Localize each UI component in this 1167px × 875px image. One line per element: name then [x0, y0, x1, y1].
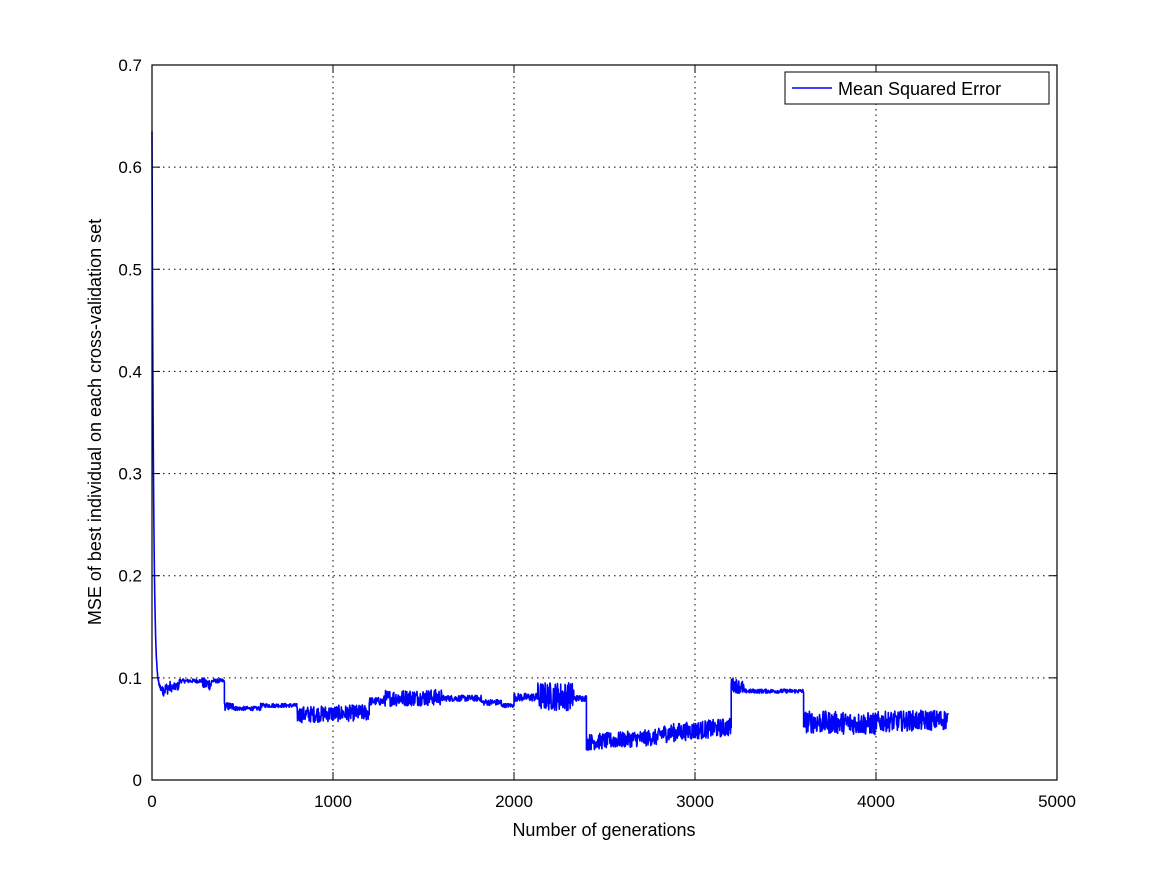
x-tick-label: 4000 — [857, 792, 895, 811]
legend: Mean Squared Error — [784, 71, 1050, 105]
series-layer — [151, 131, 950, 751]
y-tick-label: 0.6 — [118, 158, 142, 177]
series-line-mean-squared-error — [151, 131, 950, 751]
x-tick-label: 2000 — [495, 792, 533, 811]
tick-labels: 0 1000 2000 3000 4000 5000 0 0.1 0.2 0.3 0.4 0.5 0.6… — [118, 56, 1076, 811]
grid-lines — [152, 65, 1057, 780]
y-tick-label: 0.7 — [118, 56, 142, 75]
y-tick-label: 0.5 — [118, 260, 142, 279]
y-tick-label: 0.3 — [118, 465, 142, 484]
x-tick-label: 1000 — [314, 792, 352, 811]
plot-area — [152, 65, 1057, 780]
y-tick-label: 0.4 — [118, 362, 142, 381]
y-tick-label: 0.1 — [118, 669, 142, 688]
x-tick-label: 5000 — [1038, 792, 1076, 811]
y-tick-label: 0 — [133, 771, 142, 790]
legend-label-mean-squared-error: Mean Squared Error — [838, 79, 1001, 99]
x-axis-label: Number of generations — [512, 820, 695, 840]
tick-marks — [151, 64, 1058, 781]
x-tick-label: 0 — [147, 792, 156, 811]
x-tick-label: 3000 — [676, 792, 714, 811]
y-tick-label: 0.2 — [118, 567, 142, 586]
axes-box — [151, 64, 1058, 781]
y-axis-label: MSE of best individual on each cross-val… — [85, 219, 105, 625]
